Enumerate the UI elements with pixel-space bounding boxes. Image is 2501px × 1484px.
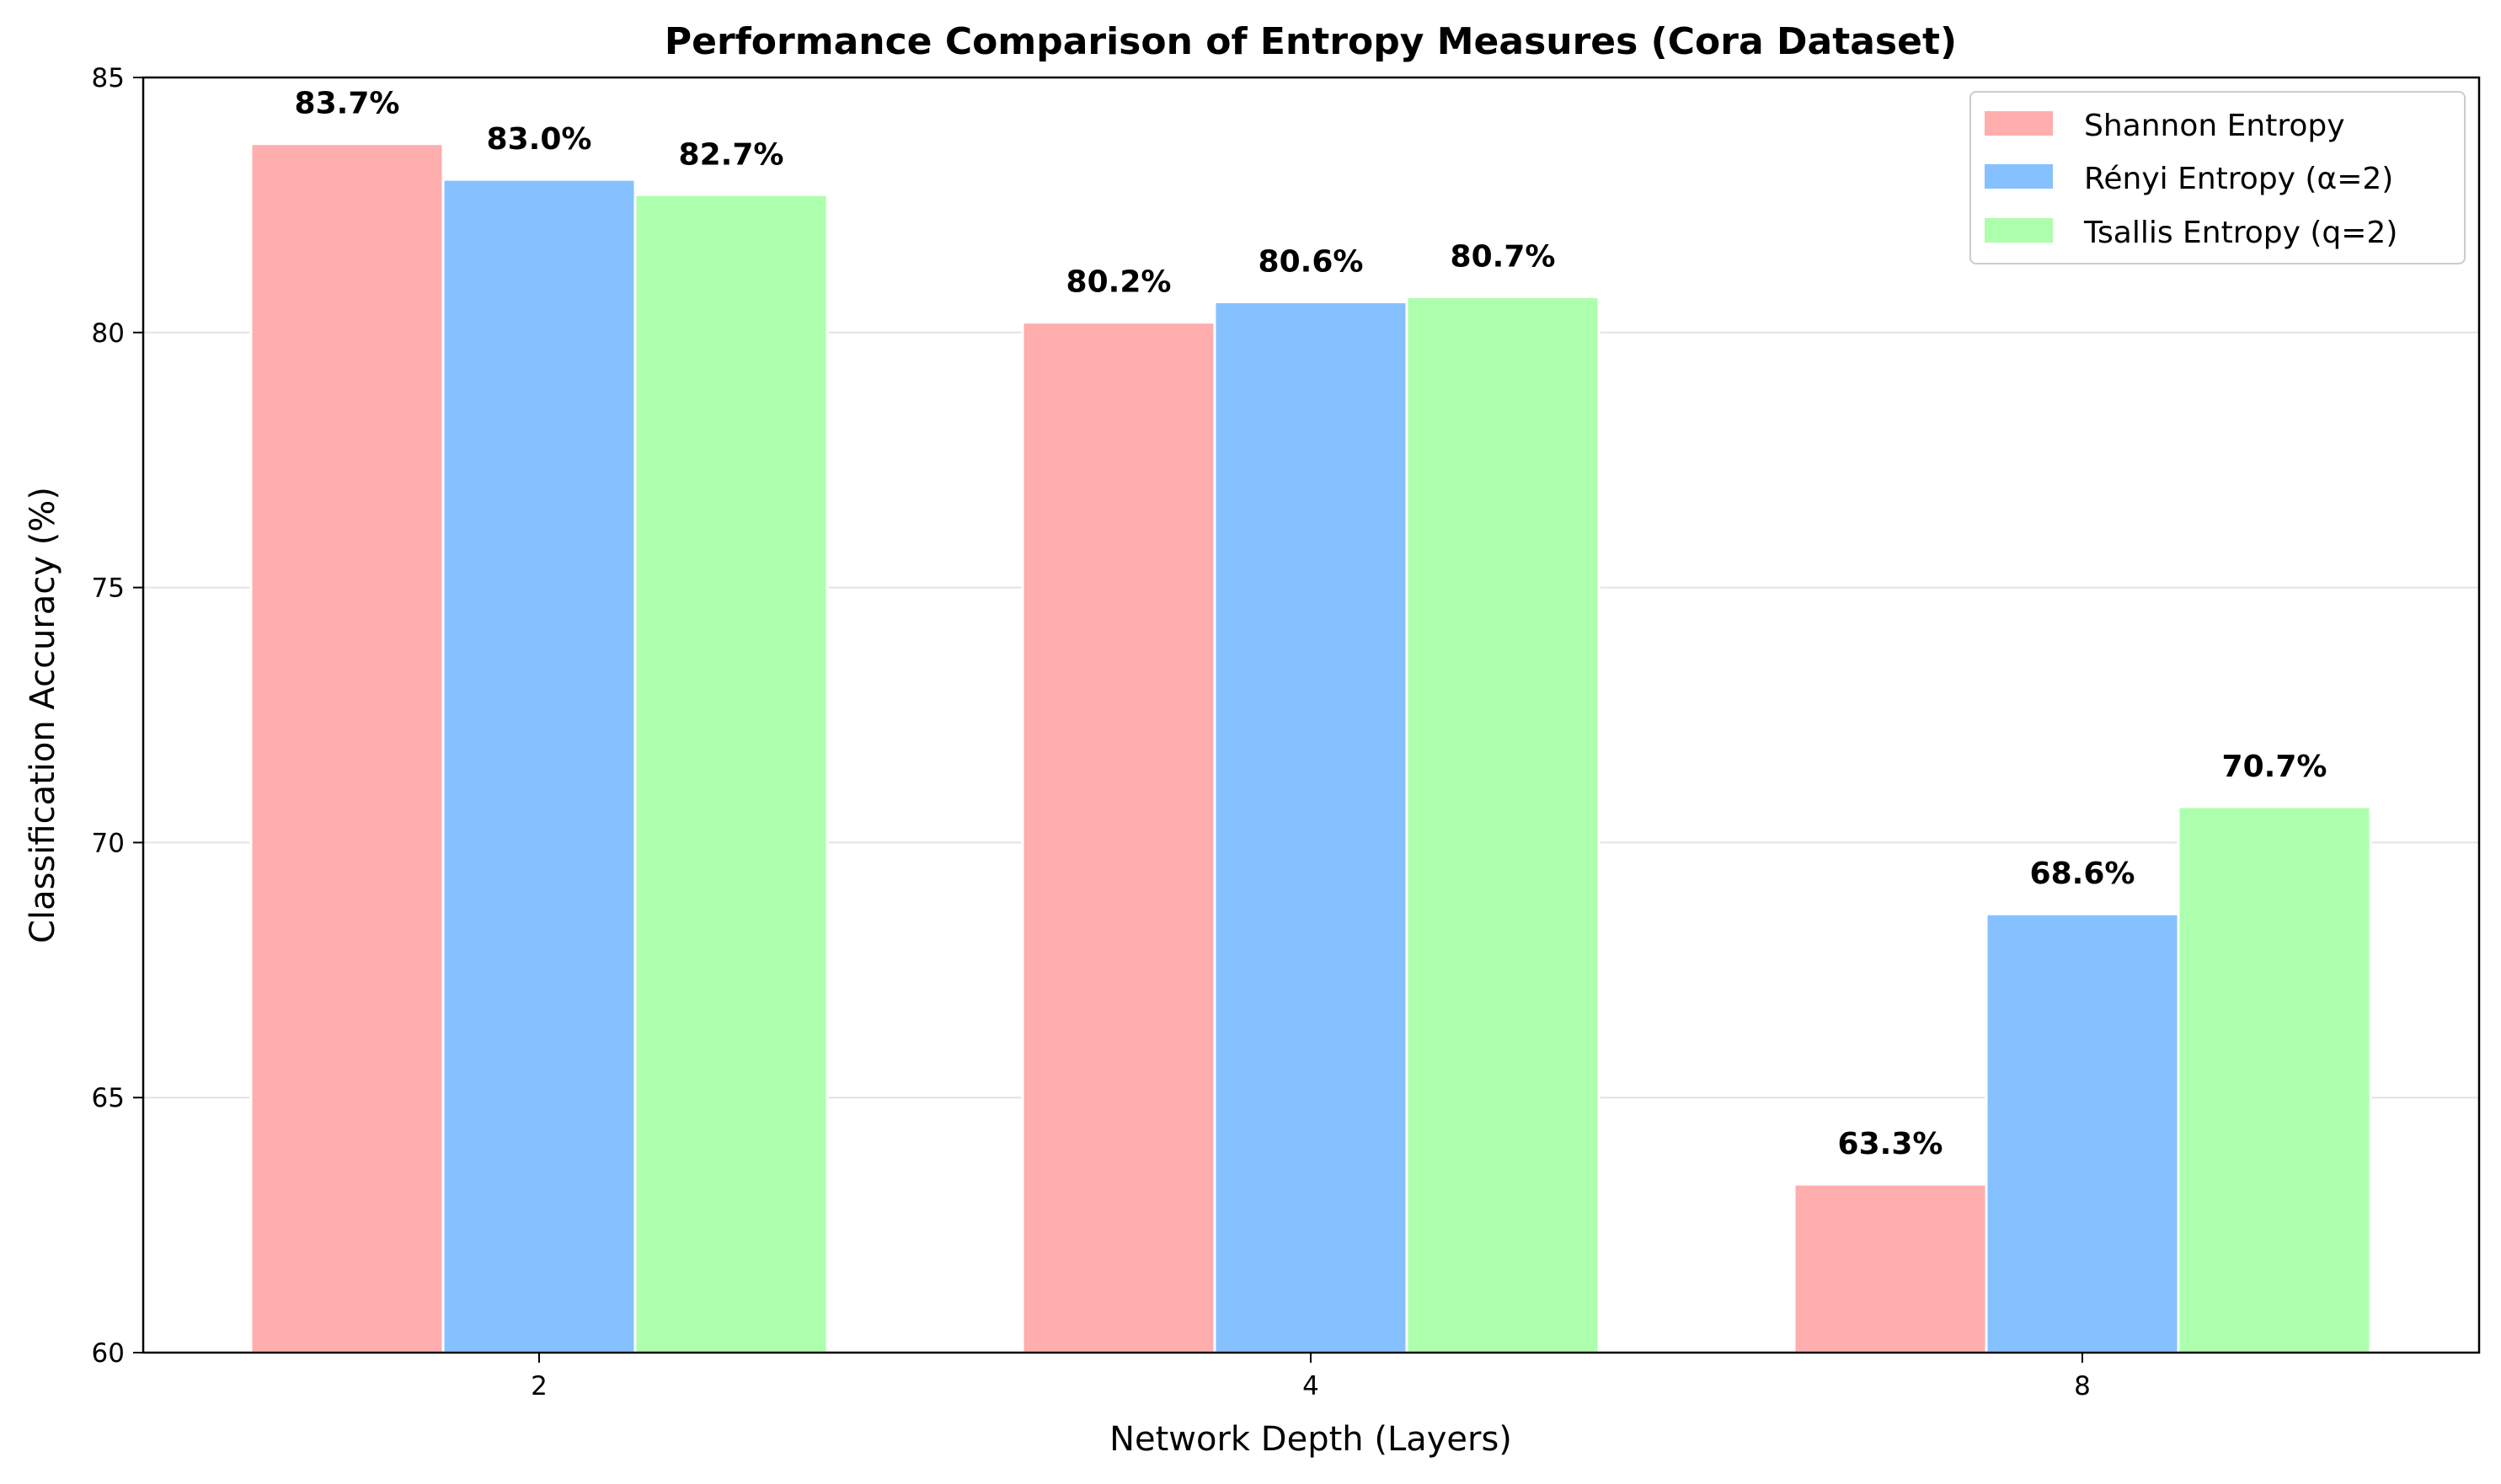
- bar-series-0-category-1: [1021, 321, 1216, 1354]
- x-axis-ticks: 2 4 8: [531, 1353, 2091, 1401]
- data-label-series-2-category-2: 70.7%: [2222, 750, 2327, 784]
- legend-label-tsallis: Tsallis Entropy (q=2): [2083, 216, 2397, 250]
- bar-series-1-category-2: [1985, 912, 2180, 1354]
- data-label-series-1-category-0: 83.0%: [487, 122, 592, 157]
- x-tick-label: 4: [1302, 1371, 1319, 1401]
- data-label-series-0-category-1: 80.2%: [1066, 265, 1172, 300]
- legend-swatch-shannon: [1985, 111, 2053, 136]
- y-tick-label: 60: [92, 1338, 125, 1369]
- data-label-series-2-category-0: 82.7%: [679, 137, 784, 172]
- bar-series-0-category-2: [1793, 1182, 1988, 1354]
- legend-label-renyi: Rényi Entropy (α=2): [2084, 162, 2393, 196]
- y-tick-label: 70: [92, 828, 125, 858]
- data-label-series-1-category-1: 80.6%: [1259, 244, 1364, 279]
- y-tick-label: 80: [92, 318, 125, 349]
- x-tick-label: 8: [2074, 1371, 2091, 1401]
- bar-series-1-category-0: [441, 178, 637, 1354]
- legend: Shannon Entropy Rényi Entropy (α=2) Tsal…: [1969, 91, 2466, 264]
- data-label-series-0-category-2: 63.3%: [1838, 1127, 1943, 1161]
- legend-swatch-tsallis: [1985, 218, 2053, 243]
- bar-series-2-category-0: [633, 193, 829, 1354]
- bar-series-0-category-0: [249, 142, 445, 1354]
- data-labels: 83.7% 80.2% 63.3% 83.0% 80.6% 68.6% 82.7% 80.7%…: [295, 87, 2327, 1161]
- y-axis-label: Classification Accuracy (%): [24, 487, 62, 943]
- legend-frame: [1969, 91, 2466, 264]
- chart-title: Performance Comparison of Entropy Measur…: [665, 20, 1957, 63]
- data-label-series-1-category-2: 68.6%: [2030, 857, 2135, 891]
- y-tick-label: 85: [92, 63, 125, 93]
- legend-label-shannon: Shannon Entropy: [2084, 109, 2345, 143]
- legend-swatch-renyi: [1985, 164, 2053, 189]
- bar-series-2-category-1: [1405, 295, 1601, 1354]
- x-tick-label: 2: [531, 1371, 548, 1401]
- bar-series-1-category-1: [1213, 300, 1408, 1354]
- y-axis-ticks: 60 65 70 75 80 85: [92, 63, 143, 1369]
- bar-series-2-category-2: [2177, 805, 2372, 1354]
- data-label-series-2-category-1: 80.7%: [1451, 239, 1556, 274]
- x-axis-label: Network Depth (Layers): [1109, 1420, 1512, 1459]
- data-label-series-0-category-0: 83.7%: [295, 87, 400, 121]
- y-tick-label: 65: [92, 1083, 125, 1113]
- bars: [249, 142, 2372, 1354]
- y-tick-label: 75: [92, 574, 125, 604]
